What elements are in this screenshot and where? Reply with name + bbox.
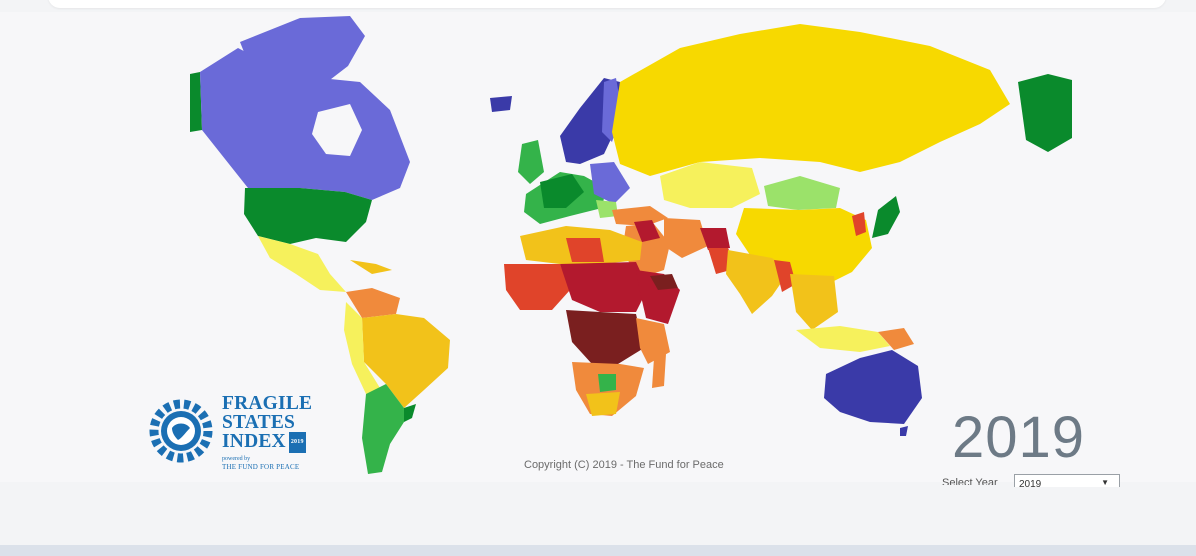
iraq-syria-region[interactable] xyxy=(634,220,660,242)
libya-region[interactable] xyxy=(566,238,604,262)
afghanistan-region[interactable] xyxy=(700,228,730,250)
far-east-region[interactable] xyxy=(1018,74,1072,152)
russia-region[interactable] xyxy=(612,24,1010,176)
mongolia-region[interactable] xyxy=(764,176,840,210)
sahel-region[interactable] xyxy=(560,262,648,312)
caribbean-region[interactable] xyxy=(350,260,392,274)
south-africa-region[interactable] xyxy=(586,392,620,416)
central-africa-region[interactable] xyxy=(566,310,644,364)
logo-powered-by: powered by xyxy=(222,456,251,463)
iceland-region[interactable] xyxy=(490,96,512,112)
turkey-caucasus-region[interactable] xyxy=(612,206,668,226)
japan-region[interactable] xyxy=(872,196,900,238)
australia-region[interactable] xyxy=(824,350,922,424)
yemen-region[interactable] xyxy=(650,274,678,290)
uk-ireland-region[interactable] xyxy=(518,140,544,184)
fragile-states-map[interactable]: FRAGILE STATES INDEX 2019 powered by THE … xyxy=(0,12,1196,482)
gear-globe-icon xyxy=(149,399,213,463)
year-select-dropdown[interactable]: 2019 ▼ xyxy=(1014,474,1120,487)
andes-region[interactable] xyxy=(344,302,380,394)
argentina-chile-region[interactable] xyxy=(362,384,404,474)
year-display: 2019 xyxy=(952,405,1086,470)
botswana-region[interactable] xyxy=(598,374,616,392)
madagascar-region[interactable] xyxy=(652,354,666,388)
alaska-region[interactable] xyxy=(190,72,202,132)
year-select-value: 2019 xyxy=(1019,479,1042,487)
logo-org-name: THE FUND FOR PEACE xyxy=(222,463,300,472)
myanmar-region[interactable] xyxy=(774,260,796,292)
france-germany-region[interactable] xyxy=(540,174,584,208)
logo-line-3-text: INDEX xyxy=(222,431,286,452)
eastern-europe-region[interactable] xyxy=(590,162,630,204)
west-africa-region[interactable] xyxy=(504,264,570,310)
mexico-region[interactable] xyxy=(258,236,346,292)
korea-region[interactable] xyxy=(852,212,866,236)
east-africa-region[interactable] xyxy=(636,318,670,364)
iran-region[interactable] xyxy=(664,218,708,258)
indonesia-region[interactable] xyxy=(796,326,890,352)
logo-line-1: FRAGILE xyxy=(222,393,313,414)
fragile-states-index-logo: FRAGILE STATES INDEX 2019 powered by THE … xyxy=(148,394,328,486)
canada-region[interactable] xyxy=(200,48,410,200)
uruguay-region[interactable] xyxy=(404,404,416,422)
logo-year-badge: 2019 xyxy=(288,432,306,454)
bottom-strip xyxy=(0,545,1196,556)
india-region[interactable] xyxy=(726,250,790,314)
logo-line-3: INDEX 2019 xyxy=(222,431,312,454)
southeast-asia-region[interactable] xyxy=(790,274,838,330)
select-year-label: Select Year xyxy=(942,477,998,485)
hudson-bay xyxy=(312,104,362,156)
tasmania-region[interactable] xyxy=(900,426,908,436)
world-map-svg xyxy=(190,16,1072,474)
kazakhstan-region[interactable] xyxy=(660,162,760,208)
usa-region[interactable] xyxy=(244,188,372,244)
copyright-text: Copyright (C) 2019 - The Fund for Peace xyxy=(524,459,724,471)
colombia-venezuela-region[interactable] xyxy=(346,288,400,318)
chevron-down-icon: ▼ xyxy=(1101,478,1109,487)
logo-text: FRAGILE STATES INDEX 2019 powered by THE … xyxy=(222,394,312,471)
png-region[interactable] xyxy=(878,328,914,350)
greenland-region[interactable] xyxy=(240,16,365,92)
balkans-region[interactable] xyxy=(596,200,618,218)
brazil-region[interactable] xyxy=(362,314,450,408)
top-bar xyxy=(48,0,1166,8)
logo-line-2: STATES xyxy=(222,412,296,433)
